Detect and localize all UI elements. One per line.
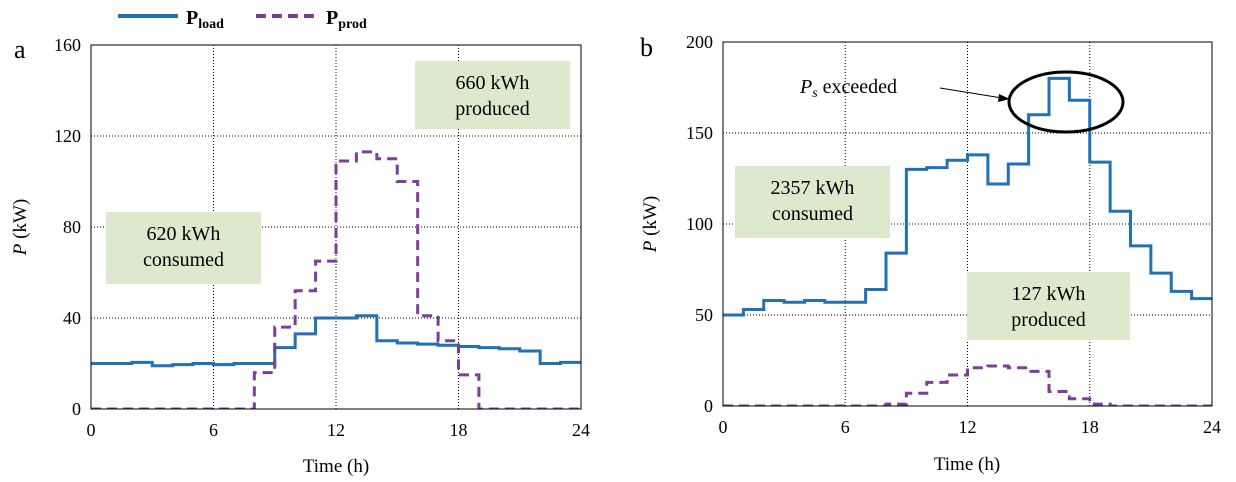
y-axis-label-a: P (kW) xyxy=(10,199,31,256)
plot-frame-b xyxy=(722,41,1213,407)
x-tick-label-b: 0 xyxy=(719,417,728,437)
annotation-box xyxy=(415,61,570,129)
annotation-text: consumed xyxy=(143,249,224,271)
annotation-box xyxy=(735,166,890,238)
series-prod-a xyxy=(91,150,581,409)
annotations-a: 620 kWh consumed 660 kWh produced xyxy=(106,61,570,284)
callout-ps-exceeded: Ps exceeded xyxy=(799,70,1125,134)
y-tick-label-a: 120 xyxy=(54,126,81,146)
x-tick-label-a: 18 xyxy=(450,420,468,440)
chart-panel-b: b 2357 kWh consumed 127 kWh produced 0 6 12 18… xyxy=(640,32,1221,475)
plot-frame-a xyxy=(90,44,582,410)
x-tick-label-a: 24 xyxy=(572,420,590,440)
x-tick-label-b: 18 xyxy=(1081,417,1099,437)
y-tick-label-b: 100 xyxy=(686,214,713,234)
series-prod-b xyxy=(723,364,1212,406)
panel-label-a: a xyxy=(14,35,26,64)
annotation-text: 127 kWh xyxy=(1012,283,1086,305)
legend-prod-label: Pprod xyxy=(326,7,367,32)
ticks-a: 0 6 12 18 24 0 40 80 120 160 xyxy=(54,35,590,440)
annotation-text: produced xyxy=(455,98,529,120)
x-axis-label-b: Time (h) xyxy=(934,454,1000,475)
annotation-text: 620 kWh xyxy=(147,223,221,245)
y-tick-label-a: 160 xyxy=(54,35,81,55)
x-tick-label-a: 0 xyxy=(87,420,96,440)
series-a xyxy=(91,150,581,409)
x-tick-label-b: 24 xyxy=(1203,417,1221,437)
series-b xyxy=(723,76,1212,406)
panel-label-b: b xyxy=(640,33,653,62)
x-tick-label-b: 12 xyxy=(959,417,977,437)
x-axis-label-a: Time (h) xyxy=(303,456,369,477)
annotation-text: 660 kWh xyxy=(456,72,530,94)
series-load-b xyxy=(723,76,1212,317)
annotation-box xyxy=(967,272,1130,340)
y-tick-label-b: 50 xyxy=(695,305,713,325)
legend-load-label: Pload xyxy=(186,7,224,32)
annotation-text: 2357 kWh xyxy=(771,177,855,199)
x-tick-label-b: 6 xyxy=(841,417,850,437)
annotation-box xyxy=(106,212,261,284)
x-tick-label-a: 12 xyxy=(327,420,345,440)
annotation-text: produced xyxy=(1011,309,1085,331)
callout-arrow-line xyxy=(939,87,1003,99)
y-tick-label-b: 150 xyxy=(686,123,713,143)
ticks-b: 0 6 12 18 24 0 50 100 150 200 xyxy=(686,32,1221,437)
annotations-b: 2357 kWh consumed 127 kWh produced xyxy=(735,166,1130,340)
annotation-text: consumed xyxy=(772,203,853,225)
y-axis-label-b: P (kW) xyxy=(640,196,661,253)
legend: Pload Pprod xyxy=(118,7,367,32)
series-load-a xyxy=(91,314,581,368)
chart-panel-a: a 620 kWh consumed 660 kWh produced 0 6 12 18 2… xyxy=(10,35,590,477)
y-tick-label-a: 40 xyxy=(63,308,81,328)
y-tick-label-a: 0 xyxy=(72,399,81,419)
callout-arrowhead xyxy=(998,94,1010,102)
y-tick-label-b: 0 xyxy=(704,396,713,416)
callout-text: Ps exceeded xyxy=(799,76,897,101)
callout-ellipse xyxy=(1007,70,1125,134)
y-tick-label-b: 200 xyxy=(686,32,713,52)
y-tick-label-a: 80 xyxy=(63,217,81,237)
x-tick-label-a: 6 xyxy=(209,420,218,440)
